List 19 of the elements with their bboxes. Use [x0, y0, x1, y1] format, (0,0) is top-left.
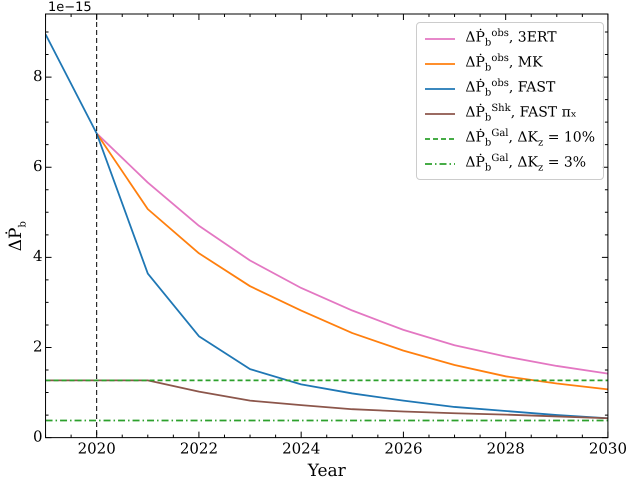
y-tick-label: 2: [32, 337, 43, 356]
legend-label: ΔṖ$_{b}$$^{Shk}$, FAST πₓ: [465, 103, 577, 124]
x-tick-label: 2028: [486, 439, 525, 458]
legend-label: ΔṖ$_{b}$$^{obs}$, MK: [465, 53, 543, 74]
x-tick-label: 2024: [282, 439, 320, 458]
x-tick-label: 2030: [588, 439, 628, 458]
x-axis-title: Year: [306, 461, 347, 482]
y-tick-label: 6: [32, 157, 43, 176]
legend-label: ΔṖ$_{b}$$^{obs}$, 3ERT: [465, 28, 557, 49]
legend-label: ΔṖ$_{b}$$^{obs}$, FAST: [465, 78, 556, 99]
annotation: 1e−15: [48, 0, 92, 15]
x-tick-label: 2026: [384, 439, 423, 458]
x-tick-label: 2022: [180, 439, 218, 458]
legend-label: ΔṖ$_{b}$$^{Gal}$, ΔK$_{z}$ = 3%: [465, 153, 586, 174]
legend-label: ΔṖ$_{b}$$^{Gal}$, ΔK$_{z}$ = 10%: [465, 128, 595, 149]
y-tick-label: 0: [32, 427, 43, 446]
y-tick-label: 8: [32, 66, 43, 85]
x-tick-label: 2020: [78, 439, 116, 458]
y-tick-label: 4: [32, 247, 43, 266]
